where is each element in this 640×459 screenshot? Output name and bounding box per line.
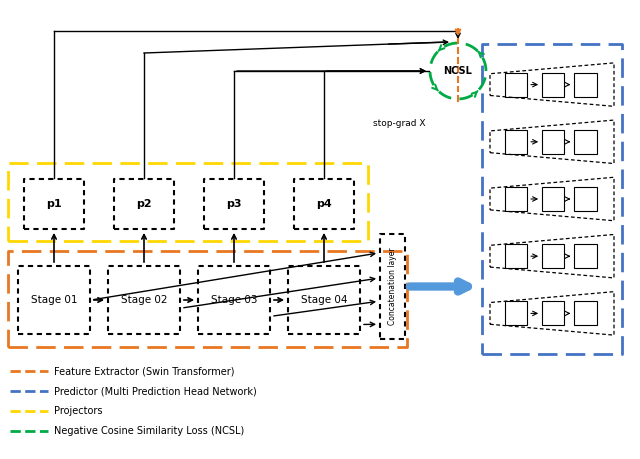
Text: Negative Cosine Similarity Loss (NCSL): Negative Cosine Similarity Loss (NCSL): [54, 426, 244, 436]
Text: Projectors: Projectors: [54, 406, 102, 416]
Text: Stage 03: Stage 03: [211, 295, 257, 305]
Bar: [574, 187, 596, 211]
Bar: [505, 302, 527, 325]
Bar: [542, 187, 564, 211]
Bar: [505, 244, 527, 268]
Text: Concatenation layer: Concatenation layer: [388, 248, 397, 325]
Bar: [574, 302, 596, 325]
Text: Feature Extractor (Swin Transformer): Feature Extractor (Swin Transformer): [54, 366, 234, 376]
Text: stop-grad X: stop-grad X: [373, 118, 426, 128]
Text: NCSL: NCSL: [444, 66, 472, 76]
Text: p2: p2: [136, 199, 152, 209]
Bar: [574, 244, 596, 268]
Bar: [542, 73, 564, 96]
Bar: [505, 73, 527, 96]
Bar: [542, 302, 564, 325]
Text: Stage 01: Stage 01: [31, 295, 77, 305]
Bar: [505, 130, 527, 154]
Text: Predictor (Multi Prediction Head Network): Predictor (Multi Prediction Head Network…: [54, 386, 257, 396]
Text: p1: p1: [46, 199, 62, 209]
Bar: [505, 187, 527, 211]
Bar: [542, 130, 564, 154]
Text: Stage 04: Stage 04: [301, 295, 348, 305]
Bar: [542, 244, 564, 268]
Text: Stage 02: Stage 02: [121, 295, 167, 305]
Bar: [574, 130, 596, 154]
Text: p3: p3: [227, 199, 242, 209]
Text: p4: p4: [316, 199, 332, 209]
Bar: [574, 73, 596, 96]
